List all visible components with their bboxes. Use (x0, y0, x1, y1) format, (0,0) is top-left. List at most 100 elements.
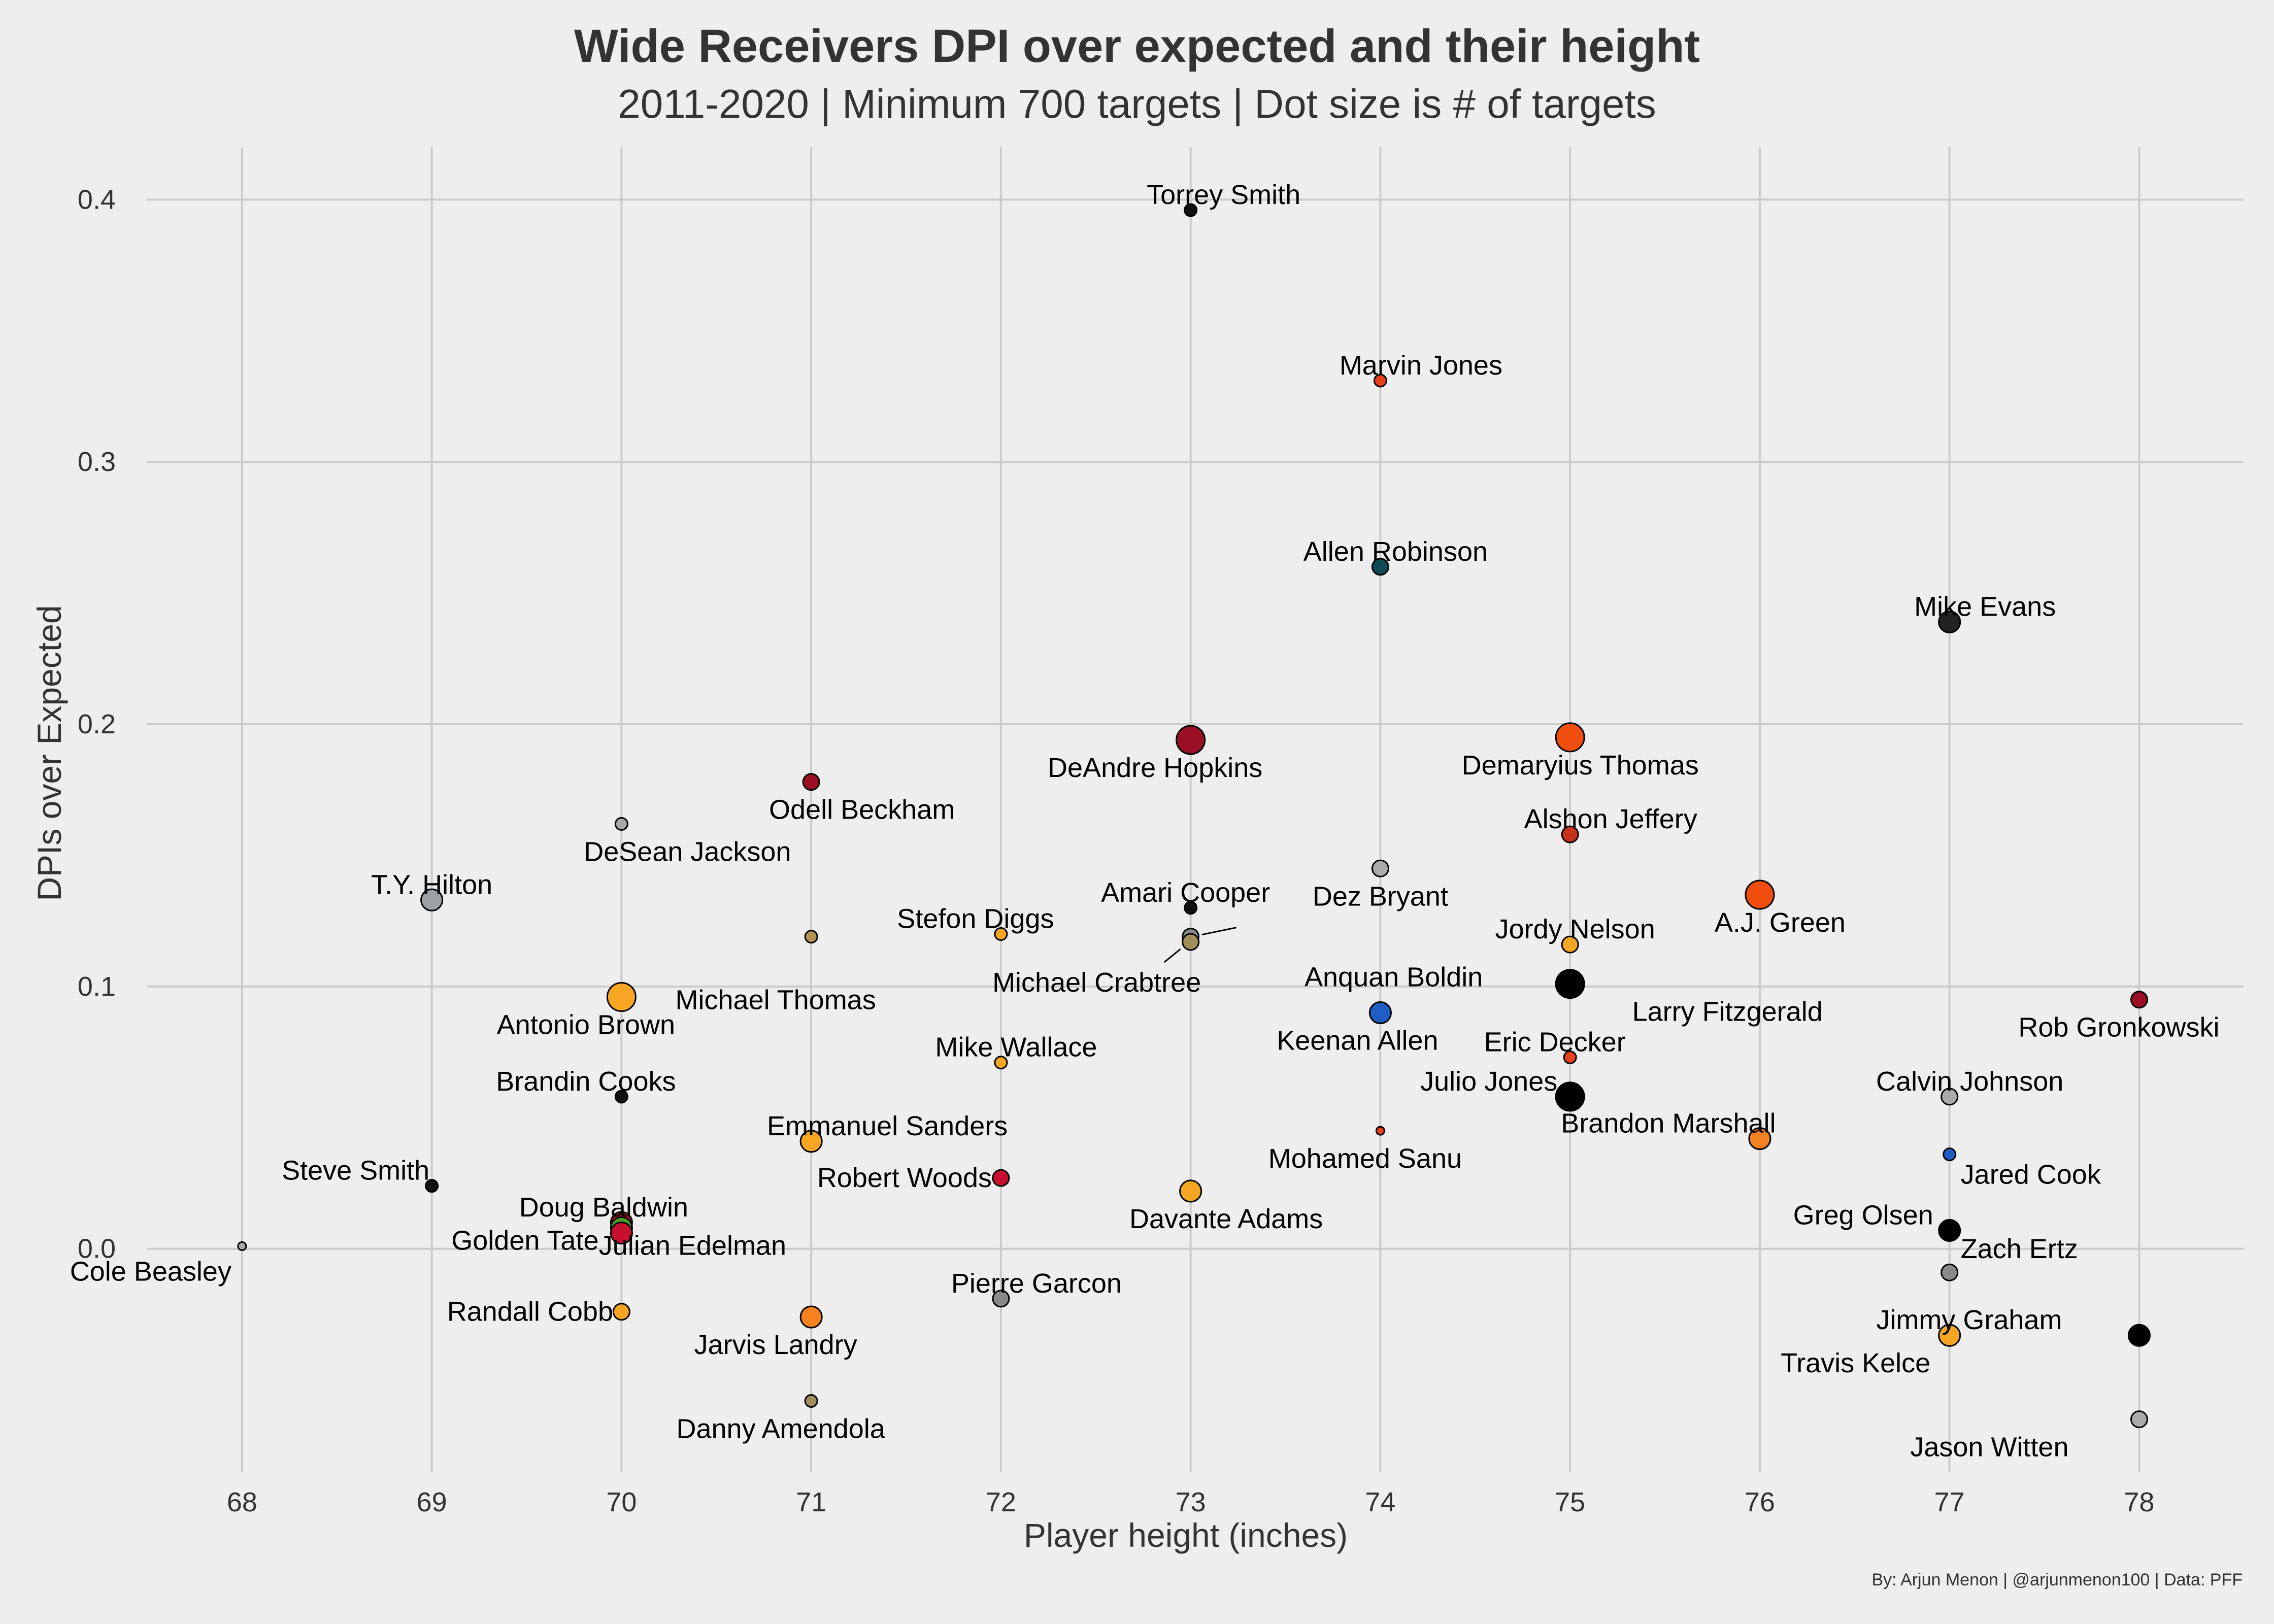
point-davante-adams (1179, 1179, 1202, 1203)
y-tick-label: 0.2 (78, 709, 116, 739)
label-doug-baldwin: Doug Baldwin (519, 1192, 688, 1223)
label-jason-witten: Jason Witten (1910, 1432, 2068, 1463)
label-jordy-nelson: Jordy Nelson (1495, 914, 1655, 944)
y-tick-label: 0.0 (78, 1234, 116, 1264)
point-larry-fitzgerald (1555, 969, 1585, 999)
label-davante-adams: Davante Adams (1129, 1204, 1323, 1234)
point-stefon-diggs (994, 927, 1008, 941)
label-julian-edelman: Julian Edelman (599, 1231, 786, 1261)
x-tick-label: 77 (1934, 1487, 1965, 1517)
x-tick-label: 69 (417, 1487, 447, 1517)
point-dez-bryant (1371, 859, 1389, 877)
label-steve-smith: Steve Smith (282, 1156, 429, 1186)
point-michael-thomas (804, 930, 818, 944)
label-desean-jackson: DeSean Jackson (584, 836, 791, 867)
data-points (237, 203, 2151, 1429)
point-a-j-green (1745, 879, 1775, 910)
y-tick-label: 0.4 (78, 184, 116, 215)
x-tick-label: 72 (986, 1487, 1016, 1517)
point-rob-gronkowski (2130, 991, 2148, 1009)
point-julian-edelman (610, 1222, 633, 1245)
point-emmanuel-sanders (799, 1130, 823, 1153)
leader-anquan-boldin (1201, 927, 1236, 936)
label-anquan-boldin: Anquan Boldin (1305, 962, 1483, 993)
label-danny-amendola: Danny Amendola (677, 1413, 886, 1444)
point-danny-amendola (804, 1394, 818, 1408)
point-odell-beckham (802, 773, 820, 791)
label-jared-cook: Jared Cook (1961, 1160, 2101, 1190)
label-stefon-diggs: Stefon Diggs (897, 903, 1054, 934)
point-mike-evans (1938, 610, 1961, 633)
chart-caption: By: Arjun Menon | @arjunmenon100 | Data:… (1871, 1570, 2243, 1589)
label-randall-cobb: Randall Cobb (447, 1297, 613, 1327)
point-eric-decker (1563, 1050, 1577, 1064)
label-larry-fitzgerald: Larry Fitzgerald (1632, 997, 1823, 1027)
label-mike-evans: Mike Evans (1914, 591, 2056, 622)
point-jarvis-landry (799, 1305, 823, 1329)
label-zach-ertz: Zach Ertz (1961, 1234, 2078, 1264)
label-keenan-allen: Keenan Allen (1277, 1026, 1438, 1056)
point-robert-woods (992, 1169, 1010, 1187)
point-calvin-johnson (1941, 1088, 1959, 1106)
label-jarvis-landry: Jarvis Landry (694, 1330, 857, 1360)
point-torrey-smith (1184, 203, 1198, 217)
label-pierre-garcon: Pierre Garcon (951, 1268, 1122, 1299)
label-mike-wallace: Mike Wallace (935, 1032, 1097, 1063)
label-allen-robinson: Allen Robinson (1303, 536, 1488, 567)
chart-title: Wide Receivers DPI over expected and the… (574, 20, 1700, 72)
x-tick-label: 70 (606, 1487, 637, 1517)
label-golden-tate: Golden Tate (451, 1225, 598, 1256)
point-jason-witten (2130, 1410, 2148, 1429)
label-michael-thomas: Michael Thomas (676, 985, 876, 1016)
x-tick-label: 76 (1745, 1487, 1775, 1517)
point-mike-wallace (994, 1056, 1008, 1070)
label-cole-beasley: Cole Beasley (70, 1257, 231, 1287)
point-brandin-cooks (614, 1090, 628, 1104)
label-brandin-cooks: Brandin Cooks (496, 1066, 676, 1097)
point-demaryius-thomas (1555, 722, 1585, 753)
label-a-j-green: A.J. Green (1715, 907, 1846, 938)
label-leader-lines (1163, 927, 1236, 963)
label-brandon-marshall: Brandon Marshall (1561, 1108, 1776, 1139)
point-jared-cook (1943, 1147, 1957, 1162)
y-tick-label: 0.1 (78, 971, 116, 1002)
grid-lines (147, 147, 2244, 1472)
point-cole-beasley (237, 1241, 247, 1251)
label-odell-beckham: Odell Beckham (769, 795, 955, 825)
label-marvin-jones: Marvin Jones (1340, 350, 1502, 381)
label-calvin-johnson: Calvin Johnson (1876, 1066, 2063, 1097)
point-randall-cobb (612, 1303, 630, 1321)
point-desean-jackson (614, 817, 628, 831)
label-robert-woods: Robert Woods (817, 1163, 992, 1193)
leader-michael-crabtree (1163, 948, 1181, 963)
x-tick-label: 73 (1176, 1487, 1206, 1517)
point-julio-jones (1555, 1081, 1585, 1112)
x-axis-ticks: 68 69 70 71 72 73 74 75 76 77 78 (227, 1487, 2155, 1517)
label-amari-cooper: Amari Cooper (1101, 877, 1270, 908)
x-tick-label: 78 (2124, 1487, 2154, 1517)
label-mohamed-sanu: Mohamed Sanu (1268, 1143, 1462, 1174)
point-antonio-brown (606, 982, 637, 1012)
point-steve-smith (425, 1179, 439, 1193)
x-tick-label: 74 (1365, 1487, 1395, 1517)
label-julio-jones: Julio Jones (1420, 1066, 1557, 1097)
label-rob-gronkowski: Rob Gronkowski (2018, 1012, 2219, 1043)
point-travis-kelce (1938, 1324, 1961, 1347)
label-greg-olsen: Greg Olsen (1793, 1200, 1933, 1231)
y-axis-ticks: 0.0 0.1 0.2 0.3 0.4 (78, 184, 116, 1264)
point-deandre-hopkins (1176, 725, 1206, 755)
label-deandre-hopkins: DeAndre Hopkins (1048, 753, 1262, 783)
label-michael-crabtree: Michael Crabtree (992, 967, 1201, 998)
label-torrey-smith: Torrey Smith (1147, 180, 1300, 210)
label-travis-kelce: Travis Kelce (1781, 1348, 1930, 1378)
x-tick-label: 71 (796, 1487, 826, 1517)
point-amari-cooper (1184, 901, 1198, 915)
label-jimmy-graham: Jimmy Graham (1876, 1305, 2062, 1335)
label-demaryius-thomas: Demaryius Thomas (1462, 750, 1699, 781)
point-alshon-jeffery (1561, 825, 1579, 843)
point-marvin-jones (1373, 374, 1387, 388)
y-tick-label: 0.3 (78, 447, 116, 477)
point-michael-crabtree (1182, 933, 1200, 951)
y-axis-label: DPIs over Expected (30, 605, 68, 901)
